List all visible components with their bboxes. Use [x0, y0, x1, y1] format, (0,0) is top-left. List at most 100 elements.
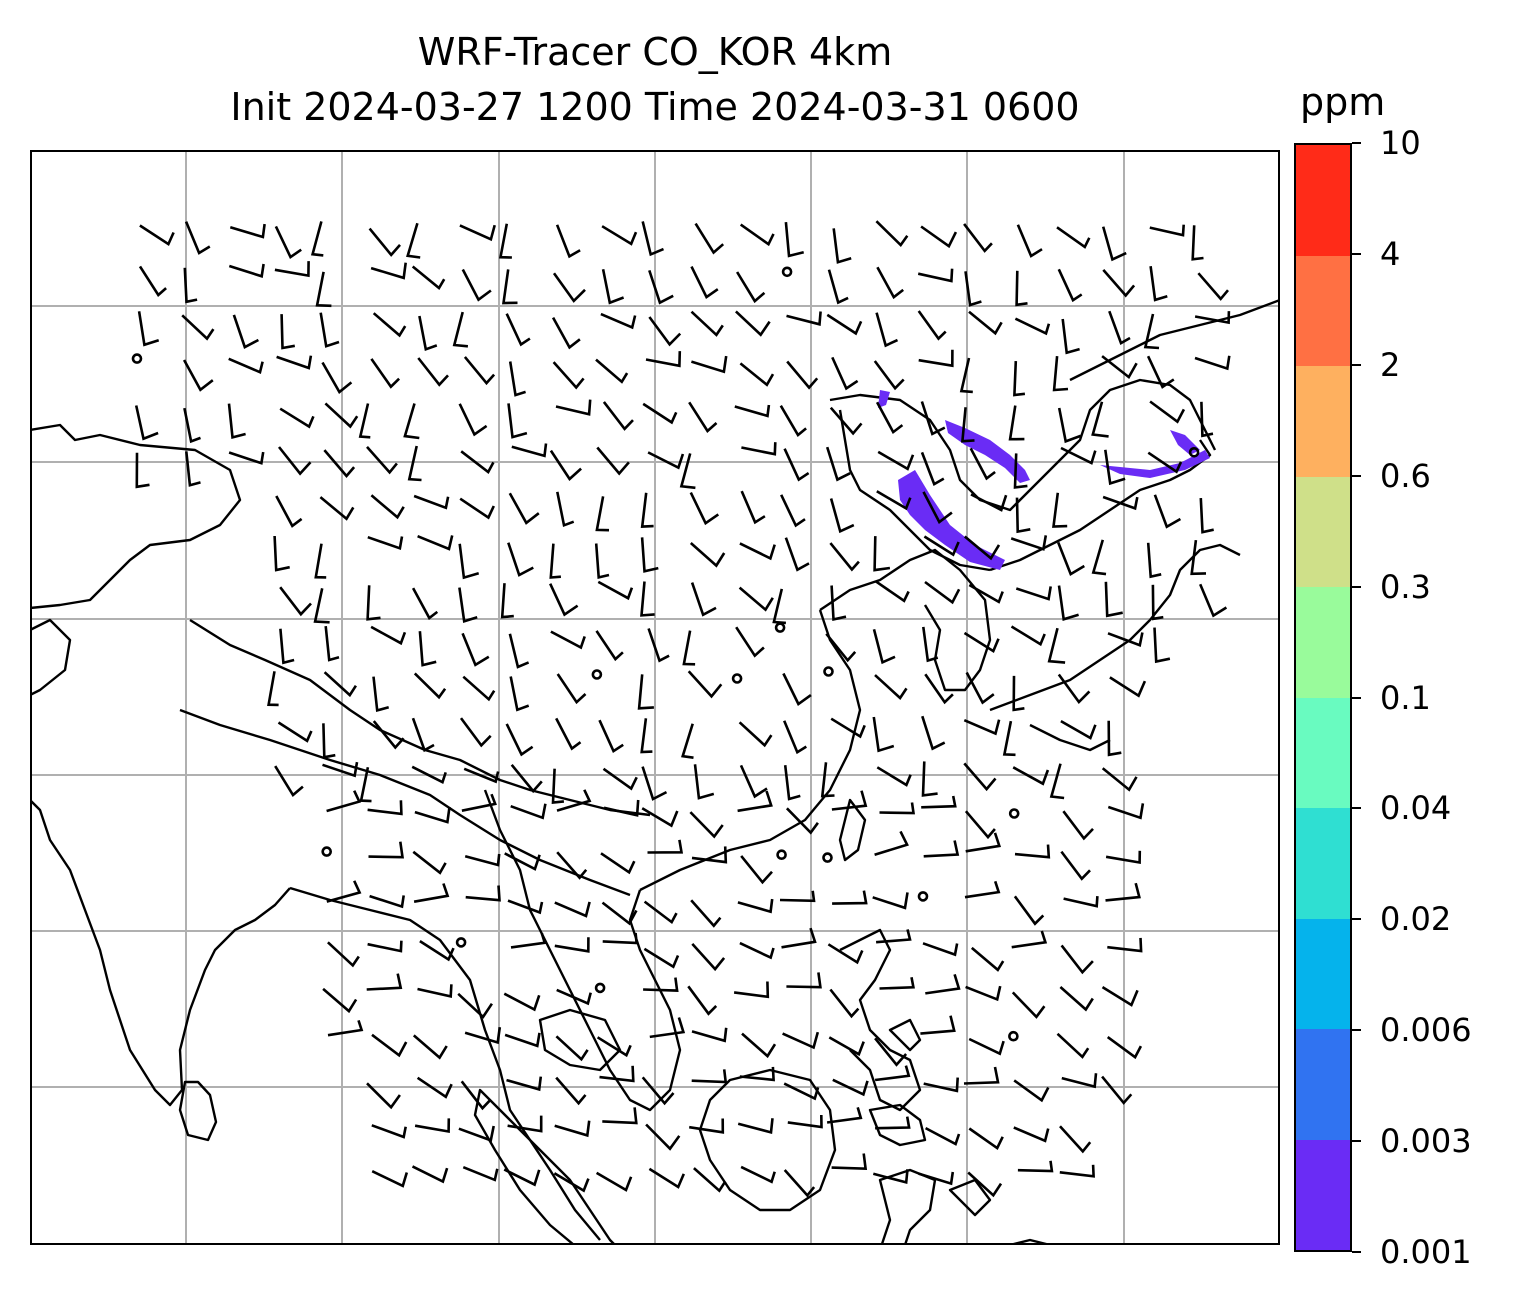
wind-barb [640, 581, 655, 617]
wind-barb [963, 1066, 1000, 1085]
wind-barb [602, 932, 639, 945]
wind-barb [326, 880, 362, 903]
wind-barb [556, 491, 575, 528]
wind-barb [920, 451, 945, 486]
wind-barb [508, 361, 526, 397]
wind-barb [1060, 446, 1097, 465]
colorbar-segment [1296, 1139, 1350, 1250]
wind-barb [963, 762, 997, 792]
wind-barb [1015, 586, 1052, 601]
wind-barb [637, 674, 654, 710]
wind-barb [595, 1171, 633, 1192]
wind-barb [786, 311, 822, 326]
wind-barb [603, 799, 640, 817]
wind-barb [370, 494, 405, 520]
wind-barb [772, 588, 786, 625]
wind-barb [228, 357, 264, 374]
wind-barb [648, 316, 682, 347]
wind-barb [649, 1017, 686, 1039]
wind-barb [647, 451, 685, 470]
wind-barb [1056, 1032, 1090, 1059]
wind-barb [786, 972, 822, 989]
wind-barb [1059, 986, 1094, 1012]
wind-barb [640, 718, 653, 754]
wind-barb [872, 892, 909, 910]
wind-barb [555, 1035, 589, 1062]
wind-barb [1143, 313, 1160, 350]
wind-barb [358, 403, 371, 439]
wind-barb [830, 717, 866, 739]
wind-barb [873, 536, 891, 572]
colorbar-tick-label: 10 [1380, 124, 1421, 162]
wind-barb [689, 542, 726, 568]
wind-barb [366, 446, 398, 475]
wind-barb [412, 1034, 448, 1060]
wind-barb [875, 1116, 911, 1130]
wind-barb [595, 358, 629, 384]
wind-barb [367, 535, 404, 551]
wind-barb [1063, 896, 1099, 908]
wind-barb [459, 224, 496, 242]
wind-barb [417, 357, 449, 387]
wind-barb [1060, 944, 1094, 975]
wind-barb [739, 362, 775, 387]
wind-barb [1057, 673, 1091, 704]
wind-barb [458, 1125, 495, 1143]
wind-barb [1062, 810, 1094, 841]
wind-barb [411, 717, 435, 753]
wind-barb [877, 450, 915, 471]
wind-barb [734, 404, 771, 418]
wind-barb [922, 491, 953, 524]
wind-barb [965, 832, 1002, 853]
wind-barb [781, 927, 817, 949]
calm-wind-circle [131, 353, 143, 364]
wind-barb [1060, 719, 1097, 740]
wind-barb [229, 223, 266, 239]
wind-barb [273, 535, 290, 572]
wind-barb [970, 946, 1005, 972]
wind-barb [418, 631, 437, 667]
wind-barb [1107, 937, 1143, 953]
wind-barb [1149, 400, 1186, 424]
wind-barb [459, 497, 495, 520]
wind-barb [322, 761, 359, 778]
wind-barb [968, 583, 1004, 604]
wind-barb [923, 535, 960, 557]
wind-barb [551, 316, 581, 350]
wind-barb [368, 227, 401, 257]
colorbar-tick-label: 0.02 [1380, 900, 1452, 939]
wind-barb [135, 452, 150, 489]
wind-barb [820, 762, 835, 798]
wind-barb [1106, 1036, 1143, 1060]
wind-barb [875, 580, 910, 603]
wind-barb [313, 588, 330, 624]
wind-barb [185, 451, 201, 487]
wind-barb [875, 929, 912, 944]
wind-barb [917, 310, 947, 341]
wind-barb [1002, 720, 1016, 757]
wind-barb [643, 900, 678, 925]
wind-barb [689, 492, 720, 526]
wind-barb [688, 401, 718, 433]
wind-barb [960, 407, 975, 443]
wind-barb [602, 1107, 638, 1125]
wind-barb [783, 720, 807, 755]
wind-barb [411, 265, 446, 290]
wind-barb [280, 314, 296, 350]
wind-barb [552, 272, 586, 303]
colorbar-tick-label: 0.3 [1380, 567, 1431, 606]
wind-barb [139, 224, 175, 247]
wind-barb [691, 355, 728, 374]
wind-barb [873, 360, 905, 391]
wind-barb [372, 720, 405, 750]
wind-barb [138, 265, 167, 297]
wind-barb [507, 403, 528, 439]
wind-barb [1147, 451, 1183, 474]
wind-barb [965, 671, 995, 705]
wind-barb [1056, 226, 1091, 249]
wind-barb [648, 1167, 685, 1189]
wind-barb [510, 803, 547, 820]
wind-barb [403, 403, 420, 440]
wind-barb [184, 221, 211, 255]
wind-barb [370, 625, 407, 646]
